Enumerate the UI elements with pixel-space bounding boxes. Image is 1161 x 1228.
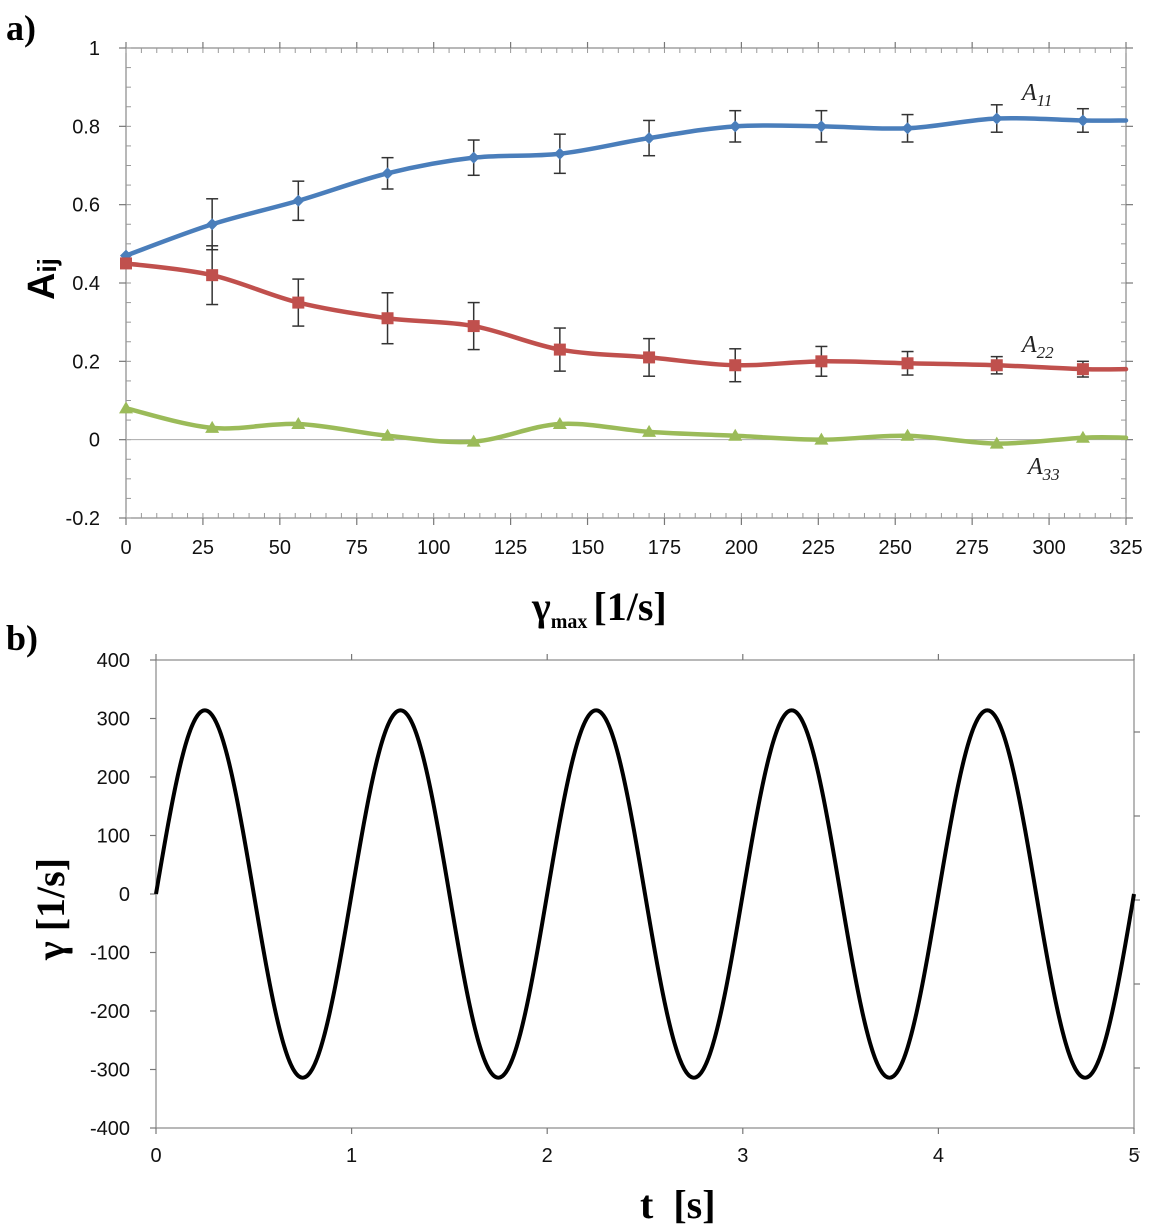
x-tick-label: 275 [955, 537, 988, 559]
data-point-A22 [901, 357, 914, 370]
panel-b-y-tick-labels: -400 -300 -200 -100 0 100 200 300 400 [90, 650, 130, 1140]
data-point-A33 [989, 436, 1004, 449]
data-point-A22 [467, 320, 480, 333]
panel-b-x-tick-labels: 0 1 2 3 4 5 [150, 1145, 1139, 1167]
data-point-A33 [1075, 430, 1090, 443]
x-tick-label: 225 [802, 537, 835, 559]
panel-a-error-bars [206, 104, 1089, 383]
panel-a-series [123, 115, 1129, 446]
panel-a-y-tick-labels: -0.2 0 0.2 0.4 0.6 0.8 1 [66, 38, 100, 530]
x-tick-label: 4 [933, 1145, 944, 1167]
x-tick-label: 75 [346, 537, 368, 559]
data-point-A22 [206, 269, 219, 282]
data-point-A11 [206, 218, 219, 231]
panel-b-x-axis-title: t [s] [640, 1182, 716, 1227]
data-point-A22 [553, 343, 566, 356]
y-tick-label: 0 [119, 884, 130, 906]
data-point-A11 [901, 122, 914, 135]
y-tick-label: -100 [90, 943, 130, 965]
y-tick-label: -300 [90, 1060, 130, 1082]
data-point-A33 [552, 417, 567, 429]
panel-a-x-tick-labels: 0 25 50 75 100 125 150 175 200 225 250 275 300 325 [120, 537, 1142, 559]
panel-a-label: a) [6, 8, 36, 48]
series-line-A11 [123, 115, 1129, 258]
y-tick-label: 0.8 [72, 116, 100, 138]
x-tick-label: 50 [269, 537, 291, 559]
y-tick-label: 200 [97, 767, 130, 789]
y-tick-label: 0.4 [72, 273, 100, 295]
x-tick-label: 150 [571, 537, 604, 559]
data-point-A22 [990, 359, 1003, 372]
x-tick-label: 175 [648, 537, 681, 559]
data-point-A33 [642, 424, 657, 437]
y-tick-label: 0 [89, 430, 100, 452]
data-point-A11 [643, 132, 656, 145]
data-point-A11 [729, 120, 742, 133]
panel-a: a) 0 25 50 75 100 125 150 175 200 225 250 275 300 325… [6, 8, 1143, 633]
data-point-A33 [728, 428, 743, 441]
series-line-A33 [123, 406, 1129, 446]
data-point-A22 [815, 355, 828, 368]
y-tick-label: 400 [97, 650, 130, 672]
series-line-A22 [123, 261, 1129, 372]
x-tick-label: 200 [725, 537, 758, 559]
data-point-A11 [292, 194, 305, 207]
x-tick-label: 100 [417, 537, 450, 559]
data-point-A33 [900, 428, 915, 441]
y-tick-label: 300 [97, 709, 130, 731]
x-tick-label: 25 [192, 537, 214, 559]
data-point-A11 [467, 151, 480, 164]
x-tick-label: 3 [737, 1145, 748, 1167]
data-point-A22 [729, 359, 742, 372]
data-point-A11 [553, 147, 566, 160]
data-point-A11 [1076, 114, 1089, 127]
x-tick-label: 0 [150, 1145, 161, 1167]
series-label-a33: A33 [1026, 454, 1060, 484]
x-tick-label: 300 [1032, 537, 1065, 559]
panel-a-x-axis-title: γmax [1/s] [531, 584, 667, 633]
x-tick-label: 5 [1128, 1145, 1139, 1167]
x-tick-label: 250 [879, 537, 912, 559]
data-point-A22 [120, 257, 132, 270]
data-point-A11 [990, 112, 1003, 125]
data-point-A22 [643, 351, 656, 364]
data-point-A11 [381, 167, 394, 180]
x-tick-label: 325 [1109, 537, 1142, 559]
data-point-A33 [291, 417, 306, 429]
panel-b-ticks [150, 654, 1140, 1153]
data-point-A33 [380, 428, 395, 441]
data-point-A11 [815, 120, 828, 133]
shear-rate-curve [154, 708, 1136, 1080]
panel-a-ticks [119, 42, 1133, 525]
panel-a-y-axis-title: Aij [21, 258, 63, 300]
data-point-A22 [1076, 363, 1089, 376]
x-tick-label: 0 [120, 537, 131, 559]
series-label-a22: A22 [1020, 332, 1054, 362]
panel-b-y-axis-title: γ [1/s] [28, 858, 73, 961]
data-point-A33 [466, 434, 481, 447]
panel-a-markers [119, 112, 1090, 449]
panel-b-series [154, 708, 1136, 1080]
y-tick-label: 1 [89, 38, 100, 60]
y-tick-label: -400 [90, 1118, 130, 1140]
y-tick-label: -0.2 [66, 508, 100, 530]
x-tick-label: 125 [494, 537, 527, 559]
x-tick-label: 2 [542, 1145, 553, 1167]
data-point-A33 [205, 420, 220, 433]
data-point-A22 [292, 296, 305, 309]
data-point-A22 [381, 312, 394, 325]
data-point-A33 [119, 401, 133, 414]
x-tick-label: 1 [346, 1145, 357, 1167]
y-tick-label: -200 [90, 1001, 130, 1023]
y-tick-label: 0.2 [72, 351, 100, 373]
data-point-A33 [814, 432, 829, 445]
data-point-A11 [120, 249, 132, 262]
panel-b-label: b) [6, 618, 38, 658]
y-tick-label: 0.6 [72, 195, 100, 217]
series-label-a11: A11 [1020, 80, 1052, 110]
y-tick-label: 100 [97, 826, 130, 848]
